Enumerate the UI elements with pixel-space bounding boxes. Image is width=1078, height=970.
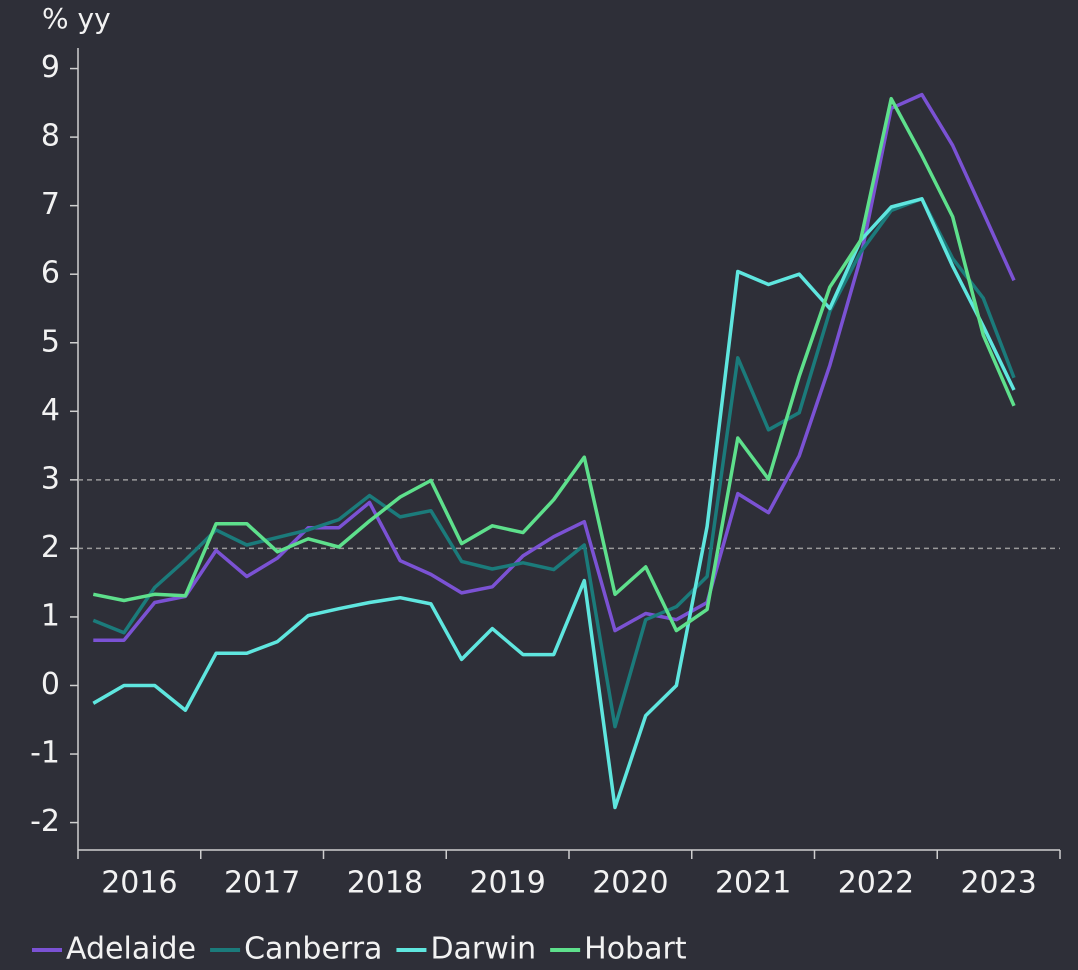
x-tick-label: 2018 — [347, 866, 423, 901]
y-tick-label: -1 — [30, 736, 60, 771]
legend-label: Darwin — [430, 932, 536, 967]
y-tick-label: 8 — [41, 119, 60, 154]
y-tick-label: -2 — [30, 804, 60, 839]
series-line — [92, 197, 1016, 729]
legend-label: Canberra — [244, 932, 382, 967]
y-tick-label: 7 — [41, 187, 60, 222]
y-tick-label: 9 — [41, 50, 60, 85]
series-line — [92, 96, 1016, 633]
y-axis-label: % yy — [42, 2, 111, 35]
series-line — [93, 92, 1016, 642]
y-tick-label: 5 — [41, 324, 60, 359]
y-tick-label: 0 — [41, 667, 60, 702]
y-tick-label: 2 — [41, 530, 60, 565]
x-tick-label: 2019 — [469, 866, 545, 901]
y-tick-label: 4 — [41, 393, 60, 428]
x-tick-label: 2016 — [101, 866, 177, 901]
legend-label: Adelaide — [66, 932, 196, 967]
x-tick-label: 2020 — [592, 866, 668, 901]
y-tick-label: 1 — [41, 598, 60, 633]
legend-label: Hobart — [584, 932, 687, 967]
x-tick-label: 2022 — [838, 866, 914, 901]
x-tick-label: 2021 — [715, 866, 791, 901]
x-tick-label: 2017 — [224, 866, 300, 901]
y-tick-label: 6 — [41, 256, 60, 291]
x-tick-label: 2023 — [960, 866, 1036, 901]
y-tick-label: 3 — [41, 461, 60, 496]
